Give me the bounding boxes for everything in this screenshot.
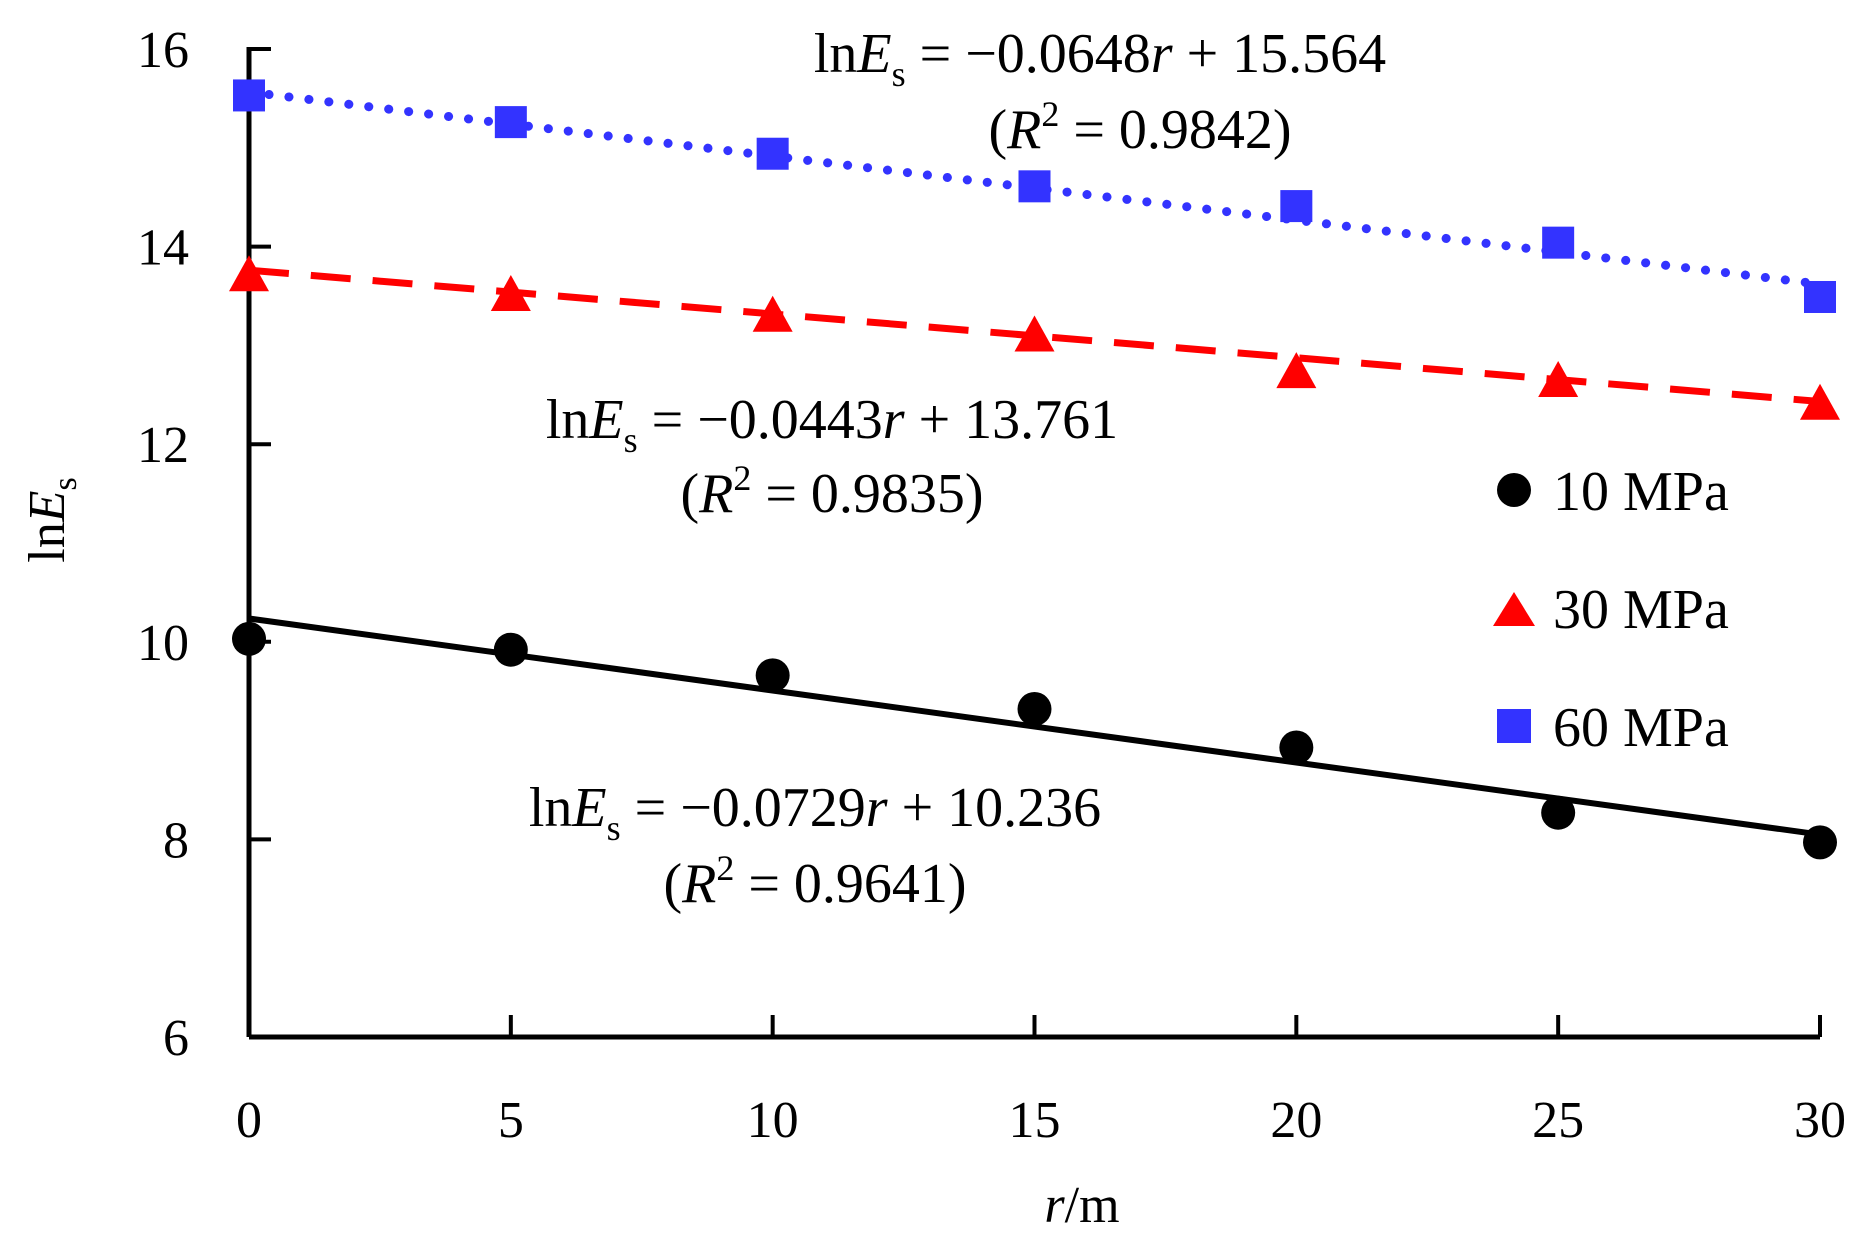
x-tick-label: 15 — [1009, 1092, 1061, 1149]
legend: 10 MPa 30 MPa 60 MPa — [1493, 461, 1729, 759]
y-tick-label: 10 — [137, 615, 189, 672]
point-60mpa — [1018, 170, 1051, 203]
point-10mpa — [1279, 730, 1314, 765]
point-10mpa — [1541, 795, 1576, 830]
point-30mpa — [752, 295, 793, 332]
point-10mpa — [1803, 825, 1837, 860]
x-tick-label: 30 — [1794, 1092, 1846, 1149]
point-60mpa — [494, 106, 527, 139]
equation-60mpa: lnEs = −0.0648r + 15.564 — [814, 23, 1386, 94]
y-tick-label: 6 — [163, 1010, 189, 1067]
point-60mpa — [1804, 280, 1836, 313]
point-30mpa — [1014, 315, 1055, 352]
legend-label-30mpa: 30 MPa — [1553, 579, 1729, 641]
point-60mpa — [233, 79, 265, 112]
y-tick-label: 12 — [137, 417, 189, 474]
y-axis-title: lnEs — [19, 477, 84, 562]
legend-label-10mpa: 10 MPa — [1553, 461, 1729, 523]
point-10mpa — [493, 632, 528, 667]
point-10mpa — [1017, 691, 1052, 726]
equation-10mpa: lnEs = −0.0729r + 10.236 — [529, 777, 1101, 848]
point-10mpa — [232, 621, 266, 656]
y-tick-label: 16 — [137, 22, 189, 79]
x-tick-label: 25 — [1532, 1092, 1584, 1149]
legend-marker-30mpa — [1493, 592, 1535, 626]
legend-label-60mpa: 60 MPa — [1553, 697, 1729, 759]
point-60mpa — [756, 137, 789, 170]
x-tick-label: 20 — [1270, 1092, 1322, 1149]
x-tick-label: 0 — [236, 1092, 262, 1149]
x-axis-title: r/m — [1044, 1177, 1119, 1234]
data-points — [229, 79, 1840, 860]
point-60mpa — [1280, 190, 1313, 223]
point-30mpa — [490, 275, 531, 312]
y-tick-label: 8 — [163, 812, 189, 869]
r2-30mpa: (R2 = 0.9835) — [680, 458, 983, 525]
x-tick-label: 5 — [498, 1092, 524, 1149]
equation-30mpa: lnEs = −0.0443r + 13.761 — [546, 389, 1118, 460]
r2-10mpa: (R2 = 0.9641) — [663, 848, 966, 915]
point-30mpa — [229, 255, 269, 292]
r2-60mpa: (R2 = 0.9842) — [988, 94, 1291, 161]
y-tick-label: 14 — [137, 220, 189, 277]
point-10mpa — [755, 658, 790, 693]
x-tick-label: 10 — [747, 1092, 799, 1149]
legend-marker-60mpa — [1497, 709, 1531, 743]
point-30mpa — [1538, 360, 1579, 397]
point-30mpa — [1800, 383, 1840, 420]
point-60mpa — [1542, 226, 1575, 259]
tick-labels: 6 8 10 12 14 16 0 5 10 15 20 25 30 — [137, 22, 1846, 1149]
axes — [246, 47, 1822, 1040]
point-30mpa — [1276, 352, 1317, 389]
legend-marker-10mpa — [1497, 473, 1531, 507]
